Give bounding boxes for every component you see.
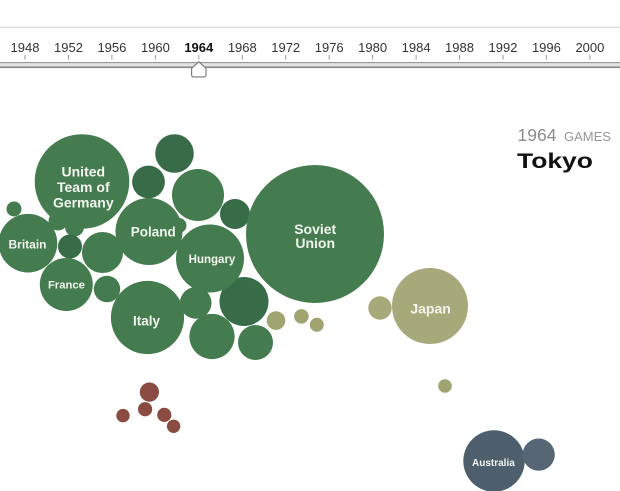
svg-text:1952: 1952 [54, 40, 83, 55]
svg-text:1976: 1976 [315, 40, 344, 55]
svg-text:1988: 1988 [445, 40, 474, 55]
svg-text:Poland: Poland [131, 225, 176, 240]
svg-text:France: France [48, 280, 85, 292]
svg-text:GAMES: GAMES [564, 129, 611, 144]
svg-text:1972: 1972 [271, 40, 300, 55]
svg-text:1964: 1964 [518, 125, 557, 145]
svg-text:Italy: Italy [133, 314, 161, 329]
svg-text:1964: 1964 [184, 40, 214, 55]
svg-text:Tokyo: Tokyo [517, 150, 593, 174]
svg-text:2000: 2000 [575, 40, 604, 55]
svg-text:1996: 1996 [532, 40, 561, 55]
svg-text:Australia: Australia [472, 458, 515, 469]
svg-text:1956: 1956 [97, 40, 126, 55]
svg-text:1948: 1948 [11, 40, 40, 55]
svg-text:Britain: Britain [8, 238, 46, 252]
svg-text:1984: 1984 [402, 40, 431, 55]
svg-text:1992: 1992 [489, 40, 518, 55]
svg-text:Japan: Japan [410, 300, 450, 316]
svg-text:Hungary: Hungary [189, 254, 236, 266]
svg-text:1968: 1968 [228, 40, 257, 55]
svg-text:1960: 1960 [141, 40, 170, 55]
svg-text:1980: 1980 [358, 40, 387, 55]
